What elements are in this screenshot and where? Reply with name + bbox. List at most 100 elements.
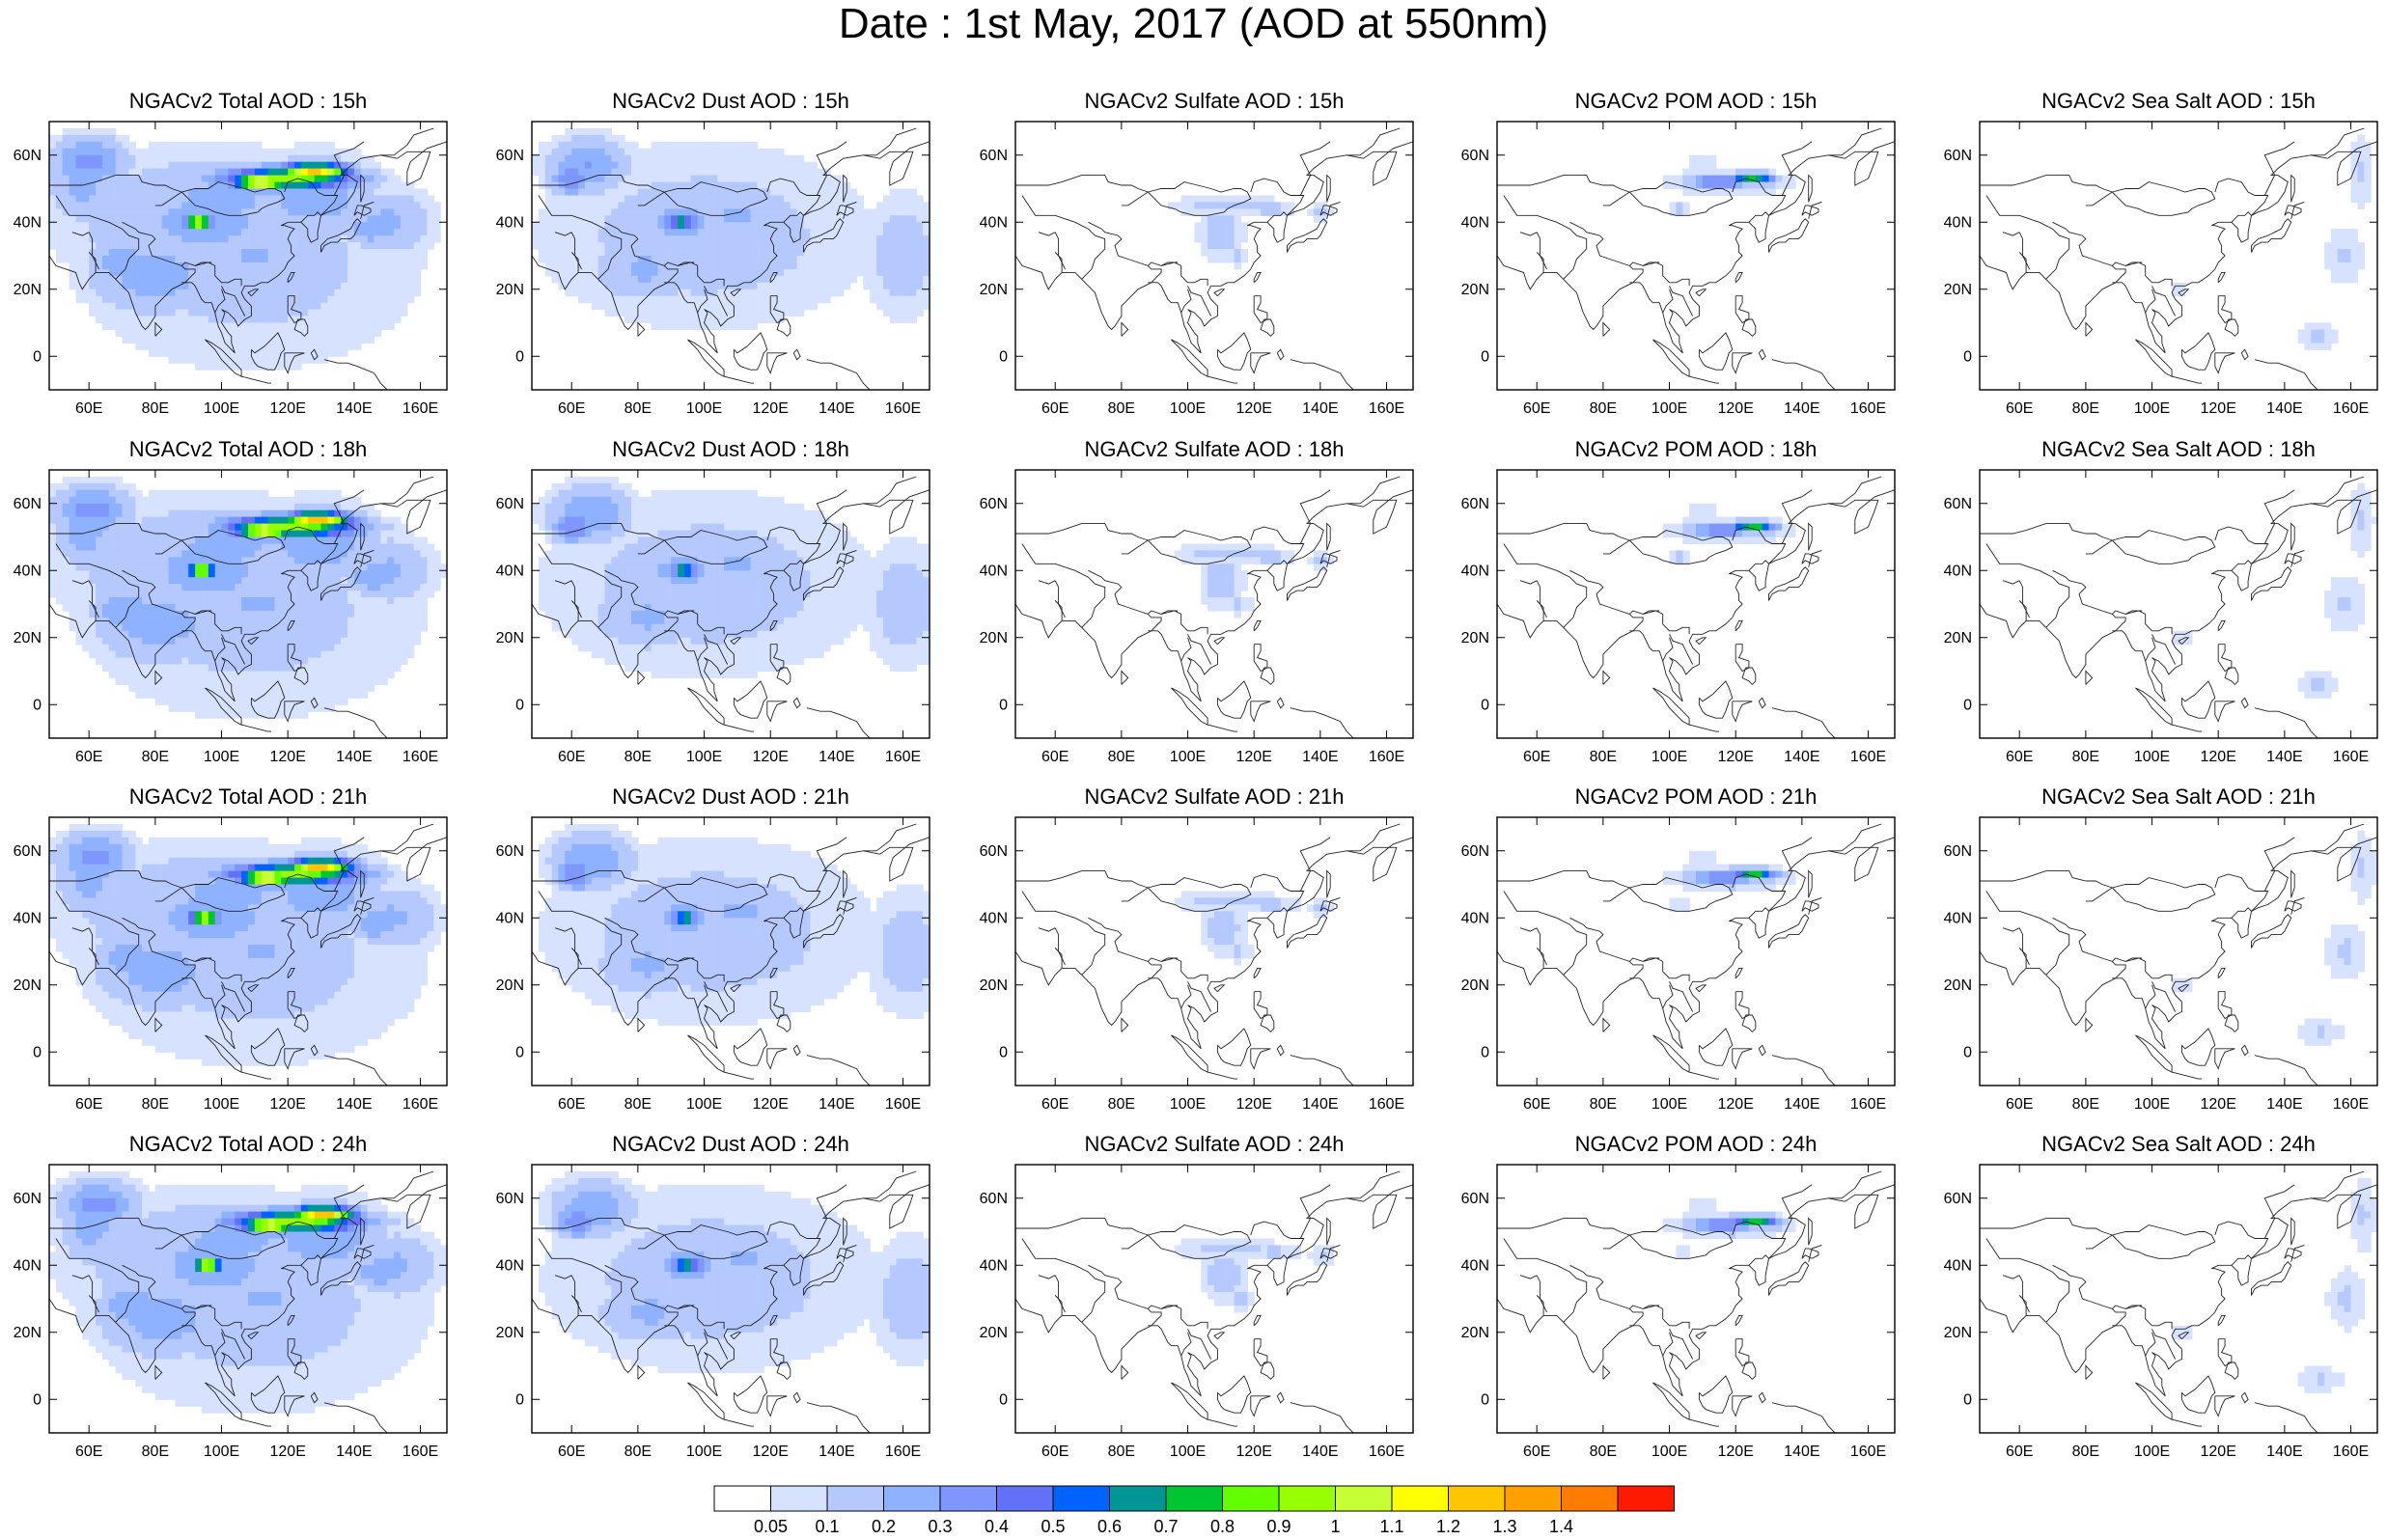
lon-tick-label: 100E — [2134, 400, 2170, 417]
lat-tick-label: 40N — [1944, 563, 1972, 579]
lat-tick-label: 0 — [33, 1391, 42, 1408]
coastlines — [1979, 122, 2378, 391]
lon-tick-label: 160E — [1850, 1096, 1886, 1113]
lat-tick-label: 60N — [1944, 148, 1972, 164]
lon-tick-label: 120E — [270, 1096, 306, 1113]
lat-tick-label: 0 — [1963, 697, 1972, 713]
lat-tick-label: 40N — [1944, 214, 1972, 231]
lon-tick-label: 120E — [1718, 1444, 1754, 1460]
map-frame — [1496, 1164, 1896, 1434]
colorbar-label: 0.5 — [1041, 1517, 1065, 1536]
lat-tick-label: 40N — [1461, 563, 1489, 579]
coastlines — [1979, 1165, 2378, 1434]
panel-title: NGACv2 Total AOD : 18h — [128, 437, 368, 461]
figure-title: Date : 1st May, 2017 (AOD at 550nm) — [838, 0, 1549, 47]
lat-tick-label: 20N — [1461, 1325, 1489, 1341]
coastlines — [1979, 817, 2378, 1086]
lon-tick-label: 100E — [1651, 1444, 1687, 1460]
map-canvas: 60E 80E 100E 120E 140E 160E 60N 40N 20N 0 — [14, 469, 448, 765]
lon-tick-label: 140E — [2266, 749, 2302, 765]
lon-tick-label: 160E — [402, 1444, 438, 1460]
lat-tick-label: 20N — [1944, 977, 1972, 994]
lon-tick-label: 100E — [686, 1096, 722, 1113]
lon-tick-label: 160E — [1369, 400, 1404, 417]
lon-tick-label: 60E — [558, 400, 585, 417]
colorbar-label: 0.7 — [1153, 1517, 1178, 1536]
lat-tick-label: 20N — [14, 282, 42, 298]
lon-tick-label: 120E — [1236, 1096, 1272, 1113]
lon-tick-label: 160E — [2333, 749, 2369, 765]
lon-tick-label: 100E — [204, 400, 239, 417]
colorbar-swatch — [1391, 1485, 1449, 1512]
lat-tick-label: 0 — [33, 1044, 42, 1060]
map-canvas: 60E 80E 100E 120E 140E 160E 60N 40N 20N 0 — [1944, 1164, 2378, 1460]
lat-tick-label: 20N — [1944, 282, 1972, 298]
colorbar-label: 0.1 — [815, 1517, 839, 1536]
lat-tick-label: 0 — [1481, 1391, 1489, 1408]
coastlines — [1014, 817, 1414, 1086]
lat-tick-label: 20N — [980, 1325, 1008, 1341]
panel-title: NGACv2 Sea Salt AOD : 18h — [2041, 437, 2316, 461]
lon-tick-label: 160E — [2333, 400, 2369, 417]
map-canvas: 60E 80E 100E 120E 140E 160E 60N 40N 20N 0 — [1461, 469, 1896, 765]
colorbar-label: 1.2 — [1436, 1517, 1460, 1536]
coastlines — [1979, 470, 2378, 739]
lon-tick-label: 60E — [2006, 749, 2033, 765]
lon-tick-label: 100E — [2134, 749, 2170, 765]
lat-tick-label: 20N — [1944, 1325, 1972, 1341]
map-frame — [531, 1164, 930, 1434]
lat-tick-label: 60N — [496, 1191, 524, 1207]
lon-tick-label: 120E — [1718, 400, 1754, 417]
lat-tick-label: 0 — [515, 348, 524, 365]
lon-tick-label: 140E — [336, 400, 372, 417]
lon-tick-label: 160E — [885, 1444, 921, 1460]
map-canvas: 60E 80E 100E 120E 140E 160E 60N 40N 20N 0 — [980, 469, 1414, 765]
panel-title: NGACv2 Dust AOD : 24h — [612, 1132, 849, 1156]
colorbar-label: 1.4 — [1549, 1517, 1573, 1536]
colorbar-swatch — [826, 1485, 884, 1512]
lon-tick-label: 140E — [1784, 749, 1819, 765]
lat-tick-label: 60N — [1461, 496, 1489, 512]
lon-tick-label: 60E — [75, 749, 102, 765]
lat-tick-label: 0 — [33, 697, 42, 713]
lat-tick-label: 20N — [1944, 630, 1972, 646]
lon-tick-label: 60E — [1523, 749, 1550, 765]
coastlines — [1014, 1165, 1414, 1434]
lon-tick-label: 80E — [1590, 749, 1617, 765]
lat-tick-label: 20N — [1461, 630, 1489, 646]
lon-tick-label: 100E — [1170, 400, 1206, 417]
lon-tick-label: 120E — [1718, 1096, 1754, 1113]
lat-tick-label: 40N — [14, 563, 42, 579]
lon-tick-label: 140E — [336, 1096, 372, 1113]
map-canvas: 60E 80E 100E 120E 140E 160E 60N 40N 20N 0 — [496, 1164, 930, 1460]
lat-tick-label: 0 — [1481, 1044, 1489, 1060]
map-frame — [1979, 121, 2378, 391]
map-frame — [1014, 816, 1414, 1086]
coastlines — [531, 122, 930, 391]
colorbar-swatch — [770, 1485, 828, 1512]
lon-tick-label: 140E — [2266, 400, 2302, 417]
lon-tick-label: 60E — [1041, 1444, 1069, 1460]
lon-tick-label: 120E — [1718, 749, 1754, 765]
lon-tick-label: 120E — [1236, 749, 1272, 765]
lon-tick-label: 60E — [558, 749, 585, 765]
lon-tick-label: 80E — [1590, 1444, 1617, 1460]
lon-tick-label: 160E — [402, 1096, 438, 1113]
lat-tick-label: 40N — [14, 910, 42, 926]
colorbar-label: 0.9 — [1266, 1517, 1291, 1536]
map-frame — [1014, 469, 1414, 739]
lon-tick-label: 160E — [885, 400, 921, 417]
aod-field — [532, 128, 930, 330]
lat-tick-label: 0 — [1481, 348, 1489, 365]
lat-tick-label: 60N — [980, 496, 1008, 512]
map-canvas: 60E 80E 100E 120E 140E 160E 60N 40N 20N 0 — [980, 121, 1414, 417]
lat-tick-label: 60N — [980, 1191, 1008, 1207]
lat-tick-label: 60N — [980, 148, 1008, 164]
colorbar-label: 0.05 — [754, 1517, 788, 1536]
lat-tick-label: 0 — [1481, 697, 1489, 713]
aod-field — [1662, 154, 1796, 216]
lat-tick-label: 40N — [1461, 214, 1489, 231]
lon-tick-label: 140E — [1784, 1096, 1819, 1113]
colorbar-swatch — [1504, 1485, 1562, 1512]
lon-tick-label: 140E — [2266, 1444, 2302, 1460]
